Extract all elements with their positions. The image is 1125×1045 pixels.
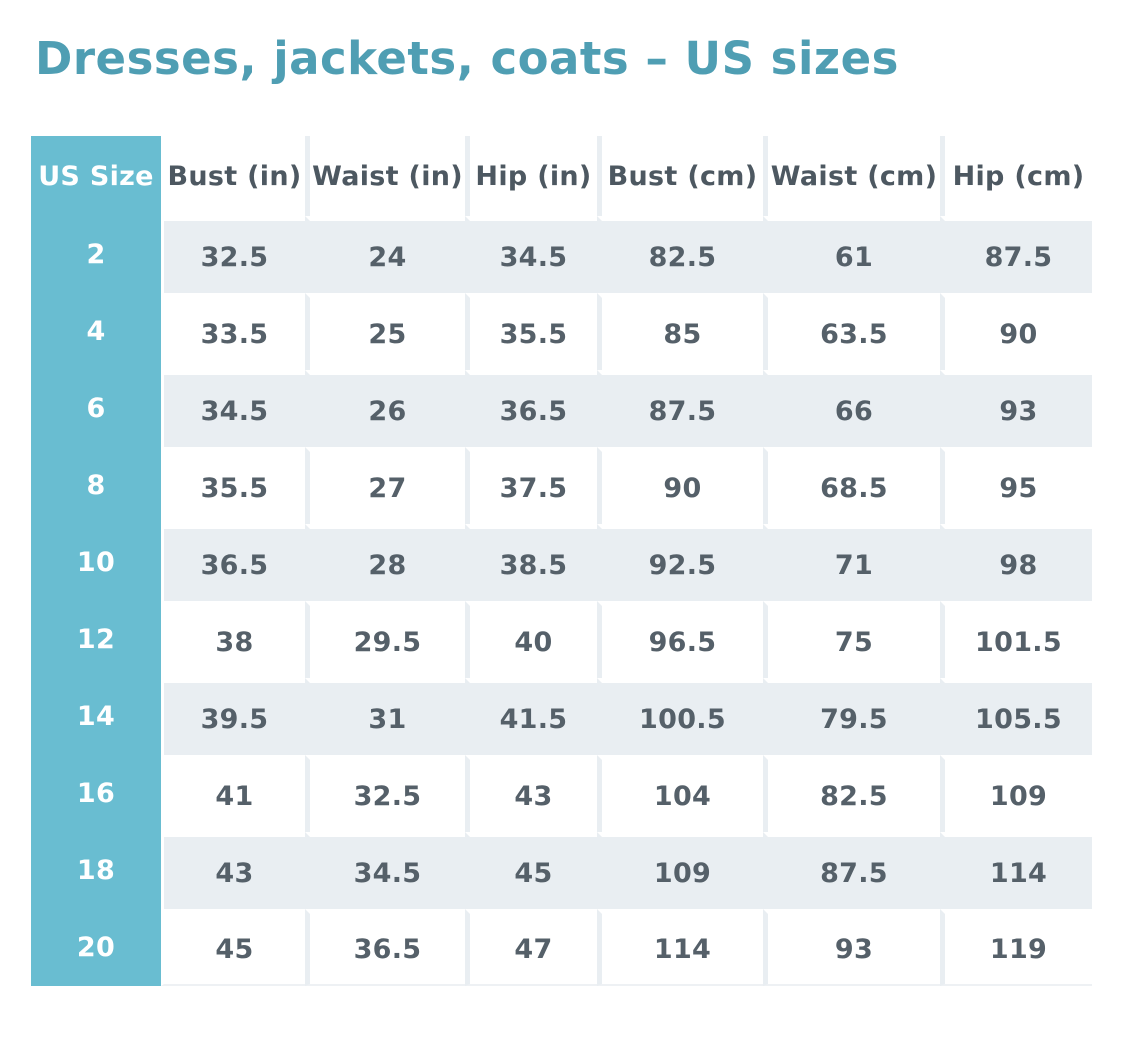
table-row-size-20: 20 45 36.5 47 114 93 119 xyxy=(31,909,1092,986)
cell-waist-in: 26 xyxy=(305,370,465,447)
size-cell: 18 xyxy=(31,832,161,909)
table-row-size-2: 2 32.5 24 34.5 82.5 61 87.5 xyxy=(31,216,1092,293)
size-chart-table: US Size Bust (in) Waist (in) Hip (in) Bu… xyxy=(31,136,1092,986)
cell-hip-in: 35.5 xyxy=(465,293,597,370)
cell-hip-cm: 95 xyxy=(940,447,1092,524)
cell-hip-in: 47 xyxy=(465,909,597,986)
header-cell-bust-cm: Bust (cm) xyxy=(597,136,763,216)
page-title: Dresses, jackets, coats – US sizes xyxy=(35,32,899,85)
header-row: US Size Bust (in) Waist (in) Hip (in) Bu… xyxy=(31,136,1092,216)
cell-waist-cm: 66 xyxy=(763,370,940,447)
cell-bust-cm: 90 xyxy=(597,447,763,524)
cell-bust-in: 43 xyxy=(161,832,305,909)
cell-bust-cm: 85 xyxy=(597,293,763,370)
cell-waist-cm: 75 xyxy=(763,601,940,678)
table-row-size-18: 18 43 34.5 45 109 87.5 114 xyxy=(31,832,1092,909)
header-cell-us-size: US Size xyxy=(31,136,161,216)
cell-bust-cm: 114 xyxy=(597,909,763,986)
cell-hip-cm: 114 xyxy=(940,832,1092,909)
cell-waist-cm: 71 xyxy=(763,524,940,601)
page: Dresses, jackets, coats – US sizes US Si… xyxy=(31,32,1092,986)
cell-hip-cm: 101.5 xyxy=(940,601,1092,678)
cell-bust-cm: 82.5 xyxy=(597,216,763,293)
cell-waist-cm: 87.5 xyxy=(763,832,940,909)
cell-hip-cm: 119 xyxy=(940,909,1092,986)
cell-hip-in: 41.5 xyxy=(465,678,597,755)
cell-hip-cm: 90 xyxy=(940,293,1092,370)
header-cell-hip-in: Hip (in) xyxy=(465,136,597,216)
header-cell-hip-cm: Hip (cm) xyxy=(940,136,1092,216)
cell-hip-in: 43 xyxy=(465,755,597,832)
table-row-size-10: 10 36.5 28 38.5 92.5 71 98 xyxy=(31,524,1092,601)
cell-waist-in: 24 xyxy=(305,216,465,293)
header-cell-bust-in: Bust (in) xyxy=(161,136,305,216)
cell-waist-cm: 63.5 xyxy=(763,293,940,370)
table-header: US Size Bust (in) Waist (in) Hip (in) Bu… xyxy=(31,136,1092,216)
cell-waist-in: 36.5 xyxy=(305,909,465,986)
cell-waist-cm: 82.5 xyxy=(763,755,940,832)
size-cell: 2 xyxy=(31,216,161,293)
size-cell: 16 xyxy=(31,755,161,832)
cell-bust-in: 35.5 xyxy=(161,447,305,524)
size-cell: 4 xyxy=(31,293,161,370)
cell-bust-cm: 100.5 xyxy=(597,678,763,755)
header-cell-waist-in: Waist (in) xyxy=(305,136,465,216)
cell-bust-cm: 92.5 xyxy=(597,524,763,601)
table-row-size-12: 12 38 29.5 40 96.5 75 101.5 xyxy=(31,601,1092,678)
cell-bust-in: 33.5 xyxy=(161,293,305,370)
cell-waist-in: 32.5 xyxy=(305,755,465,832)
cell-waist-in: 34.5 xyxy=(305,832,465,909)
cell-waist-in: 28 xyxy=(305,524,465,601)
cell-hip-cm: 93 xyxy=(940,370,1092,447)
size-cell: 6 xyxy=(31,370,161,447)
table-row-size-8: 8 35.5 27 37.5 90 68.5 95 xyxy=(31,447,1092,524)
cell-hip-cm: 87.5 xyxy=(940,216,1092,293)
size-cell: 10 xyxy=(31,524,161,601)
size-cell: 14 xyxy=(31,678,161,755)
cell-bust-cm: 96.5 xyxy=(597,601,763,678)
header-cell-waist-cm: Waist (cm) xyxy=(763,136,940,216)
cell-waist-cm: 79.5 xyxy=(763,678,940,755)
cell-bust-cm: 104 xyxy=(597,755,763,832)
cell-hip-in: 38.5 xyxy=(465,524,597,601)
cell-bust-in: 32.5 xyxy=(161,216,305,293)
cell-bust-in: 38 xyxy=(161,601,305,678)
table-row-size-6: 6 34.5 26 36.5 87.5 66 93 xyxy=(31,370,1092,447)
cell-hip-in: 45 xyxy=(465,832,597,909)
cell-hip-in: 40 xyxy=(465,601,597,678)
size-cell: 20 xyxy=(31,909,161,986)
cell-hip-in: 36.5 xyxy=(465,370,597,447)
cell-waist-in: 29.5 xyxy=(305,601,465,678)
cell-bust-cm: 109 xyxy=(597,832,763,909)
cell-bust-in: 41 xyxy=(161,755,305,832)
cell-waist-in: 31 xyxy=(305,678,465,755)
cell-hip-in: 34.5 xyxy=(465,216,597,293)
cell-waist-cm: 93 xyxy=(763,909,940,986)
cell-hip-in: 37.5 xyxy=(465,447,597,524)
cell-bust-in: 39.5 xyxy=(161,678,305,755)
cell-bust-in: 34.5 xyxy=(161,370,305,447)
table-row-size-14: 14 39.5 31 41.5 100.5 79.5 105.5 xyxy=(31,678,1092,755)
size-cell: 12 xyxy=(31,601,161,678)
cell-waist-in: 27 xyxy=(305,447,465,524)
cell-waist-cm: 68.5 xyxy=(763,447,940,524)
cell-waist-cm: 61 xyxy=(763,216,940,293)
table-row-size-4: 4 33.5 25 35.5 85 63.5 90 xyxy=(31,293,1092,370)
cell-hip-cm: 98 xyxy=(940,524,1092,601)
cell-hip-cm: 109 xyxy=(940,755,1092,832)
size-cell: 8 xyxy=(31,447,161,524)
cell-hip-cm: 105.5 xyxy=(940,678,1092,755)
cell-bust-in: 36.5 xyxy=(161,524,305,601)
table-body: 2 32.5 24 34.5 82.5 61 87.5 4 33.5 25 35… xyxy=(31,216,1092,986)
cell-bust-in: 45 xyxy=(161,909,305,986)
cell-bust-cm: 87.5 xyxy=(597,370,763,447)
cell-waist-in: 25 xyxy=(305,293,465,370)
table-row-size-16: 16 41 32.5 43 104 82.5 109 xyxy=(31,755,1092,832)
